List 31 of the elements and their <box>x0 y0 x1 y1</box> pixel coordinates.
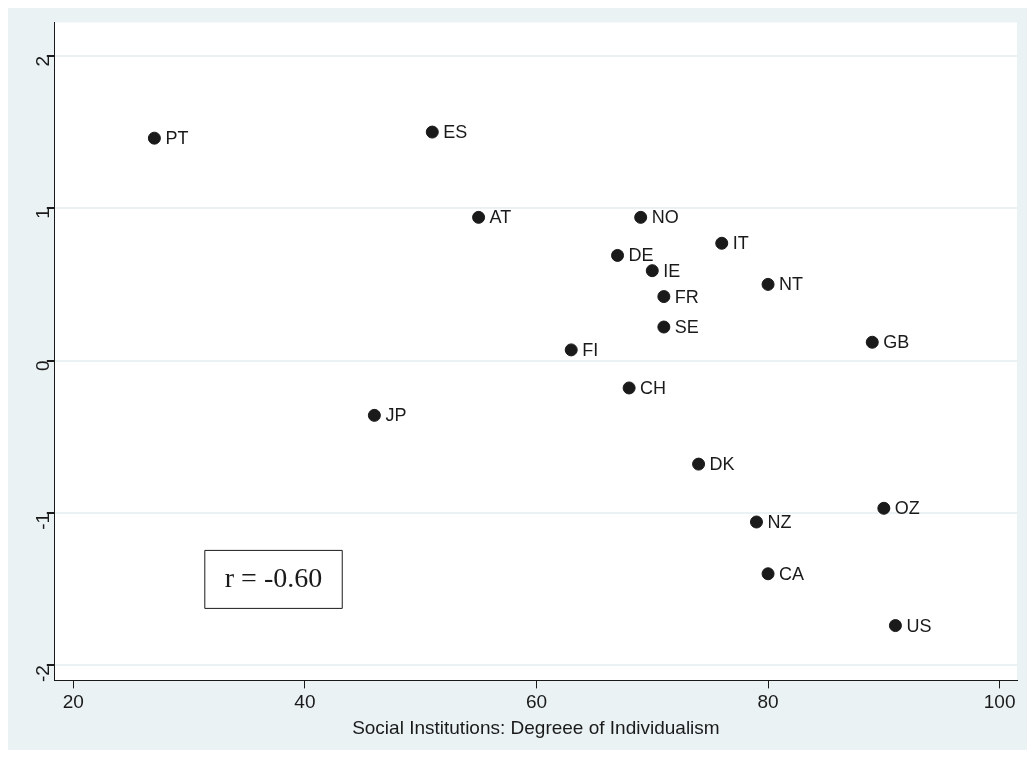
annotation: PT <box>165 128 189 149</box>
annotation: DK <box>709 454 735 475</box>
annotation: r = -0.60 <box>224 561 323 593</box>
x-tick-label: 60 <box>525 691 548 713</box>
x-tick-label: 80 <box>757 691 779 713</box>
annotation: JP <box>385 405 407 426</box>
x-tick-label: 100 <box>983 691 1016 713</box>
annotation: NO <box>651 207 679 228</box>
annotation: FI <box>582 339 599 360</box>
annotation: CA <box>779 563 805 584</box>
x-axis-title: Social Institutions: Degreee of Individualism <box>352 716 720 738</box>
annotation: AT <box>489 207 512 228</box>
annotation: FR <box>674 286 699 307</box>
annotation: IT <box>732 233 749 254</box>
annotation: US <box>906 615 932 636</box>
annotation: IE <box>663 260 681 281</box>
annotation: CH <box>640 377 667 398</box>
y-tick-label: -2 <box>32 665 54 683</box>
annotation: GB <box>883 332 910 353</box>
annotation: NZ <box>767 511 792 532</box>
y-tick-label: 1 <box>32 208 54 219</box>
annotation: SE <box>674 317 699 337</box>
y-tick-label: -1 <box>32 512 54 530</box>
annotation: DE <box>628 245 654 266</box>
x-tick-label: 20 <box>62 691 84 713</box>
x-tick-label: 40 <box>294 691 316 713</box>
annotation: NT <box>779 274 804 295</box>
annotation: ES <box>443 122 468 143</box>
y-tick-label: 2 <box>32 55 54 67</box>
y-tick-label: 0 <box>32 360 54 372</box>
annotation: OZ <box>894 498 920 519</box>
